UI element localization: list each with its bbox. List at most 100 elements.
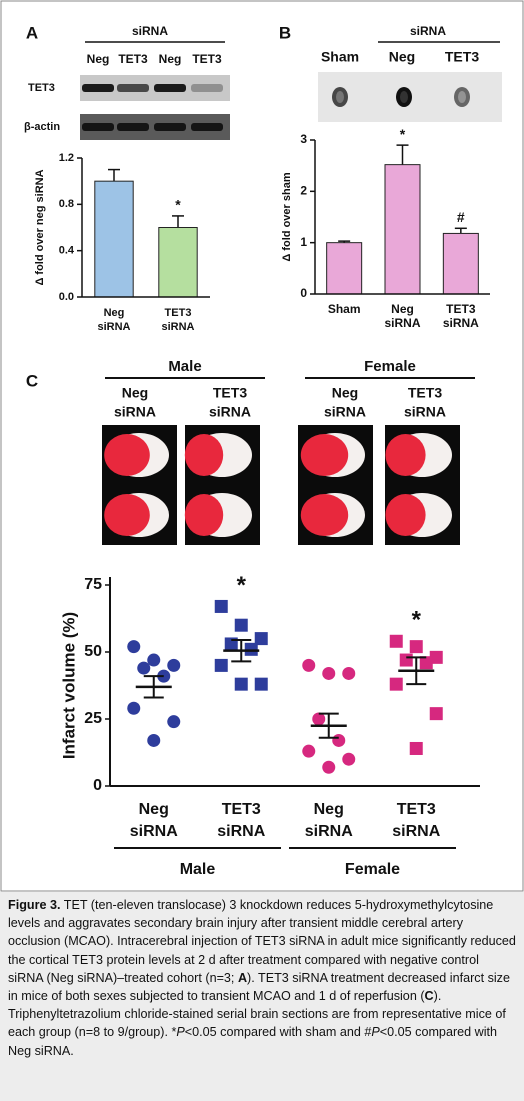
caption-run: ). TET3 siRNA treatment decreased infarc…	[8, 970, 510, 1004]
point	[332, 733, 346, 747]
y-tick-label: 1	[300, 235, 307, 249]
y-axis-label: Infarct volume (%)	[59, 612, 78, 759]
annotation: *	[175, 197, 181, 213]
caption-run: C	[424, 989, 434, 1004]
lane-label: Neg	[87, 52, 110, 66]
group-label: siRNA	[132, 24, 168, 38]
point	[214, 658, 228, 672]
point	[302, 744, 316, 758]
point	[389, 634, 403, 648]
row-label: β-actin	[24, 121, 60, 133]
x-tick-label: Neg	[139, 801, 169, 818]
brain-slice-stain	[385, 494, 426, 536]
lane-label: Neg	[389, 49, 415, 65]
blot-dot-center	[400, 91, 408, 103]
caption-run: A	[237, 970, 248, 985]
caption-run: <0.05 compared with Neg siRNA.	[8, 1025, 498, 1058]
y-tick-label: 25	[84, 710, 102, 727]
lane-label: siRNA	[324, 404, 366, 420]
point	[127, 701, 141, 715]
brain-slice-stain	[104, 494, 150, 536]
point	[147, 733, 161, 747]
lane-label: TET3	[408, 385, 442, 401]
y-axis-label: Δ fold over sham	[281, 172, 293, 261]
point	[419, 656, 433, 670]
lane-label: Neg	[332, 385, 358, 401]
x-tick-label: siRNA	[97, 321, 130, 333]
y-tick-label: 0.4	[59, 245, 75, 257]
blot-dot-center	[336, 91, 344, 103]
brain-slice-stain	[184, 434, 224, 476]
brain-slice-stain	[184, 494, 224, 536]
x-tick-label: Sham	[328, 302, 361, 316]
blot-band	[191, 84, 223, 92]
point	[342, 752, 356, 766]
point	[389, 677, 403, 691]
group-label: Male	[168, 358, 201, 375]
x-tick-label: siRNA	[130, 823, 178, 840]
group-label: siRNA	[410, 24, 446, 38]
x-tick-label: TET3	[165, 307, 192, 319]
annotation: #	[457, 209, 465, 225]
bar	[326, 242, 363, 295]
row-label: TET3	[28, 82, 55, 94]
blot-band	[191, 123, 223, 131]
y-tick-label: 0	[93, 777, 102, 794]
point	[214, 599, 228, 613]
lane-label: siRNA	[209, 404, 251, 420]
y-tick-label: 0.8	[59, 198, 74, 210]
caption-run: P	[371, 1025, 380, 1040]
lane-label: TET3	[118, 52, 148, 66]
point	[127, 640, 141, 654]
point	[167, 658, 181, 672]
panel-letter: C	[26, 371, 38, 390]
bar	[384, 164, 421, 295]
brain-slice-stain	[300, 494, 349, 536]
caption: Figure 3. TET (ten-eleven translocase) 3…	[0, 892, 524, 1101]
blot-band	[154, 84, 186, 92]
lane-label: siRNA	[114, 404, 156, 420]
point	[302, 658, 316, 672]
panel-letter: A	[26, 23, 38, 42]
lane-label: TET3	[445, 49, 479, 65]
point	[322, 666, 336, 680]
x-tick-label: siRNA	[384, 316, 420, 330]
x-tick-label: siRNA	[161, 321, 194, 333]
point	[399, 653, 413, 667]
x-tick-label: siRNA	[392, 823, 440, 840]
group-label: Male	[180, 861, 216, 878]
brain-slice-stain	[300, 434, 349, 476]
x-tick-label: siRNA	[443, 316, 479, 330]
y-tick-label: 50	[84, 643, 102, 660]
point	[429, 650, 443, 664]
brain-slice-stain	[104, 434, 150, 476]
lane-label: TET3	[213, 385, 247, 401]
point	[234, 677, 248, 691]
blot-band	[117, 123, 149, 131]
point	[409, 640, 423, 654]
caption-run: Figure 3.	[8, 898, 61, 912]
blot-dot	[332, 87, 348, 107]
x-tick-label: TET3	[222, 801, 261, 818]
point	[167, 715, 181, 729]
lane-label: Neg	[159, 52, 182, 66]
point	[137, 661, 151, 675]
y-tick-label: 3	[300, 132, 307, 146]
point	[147, 653, 161, 667]
blot-band	[82, 123, 114, 131]
point	[409, 741, 423, 755]
y-axis-label: Δ fold over neg siRNA	[34, 169, 46, 285]
blot-dot-center	[458, 91, 466, 103]
panel-letter: B	[279, 23, 291, 42]
x-tick-label: Neg	[104, 307, 125, 319]
point	[322, 760, 336, 774]
caption-run: ). Triphenyltetrazolium chloride-stained…	[8, 989, 506, 1040]
caption-run: <0.05 compared with sham and #	[184, 1025, 372, 1040]
point	[244, 642, 258, 656]
brain-slice-stain	[385, 434, 426, 476]
y-tick-label: 1.2	[59, 152, 74, 164]
annotation: *	[412, 607, 422, 634]
point	[254, 677, 268, 691]
x-tick-label: TET3	[446, 302, 476, 316]
